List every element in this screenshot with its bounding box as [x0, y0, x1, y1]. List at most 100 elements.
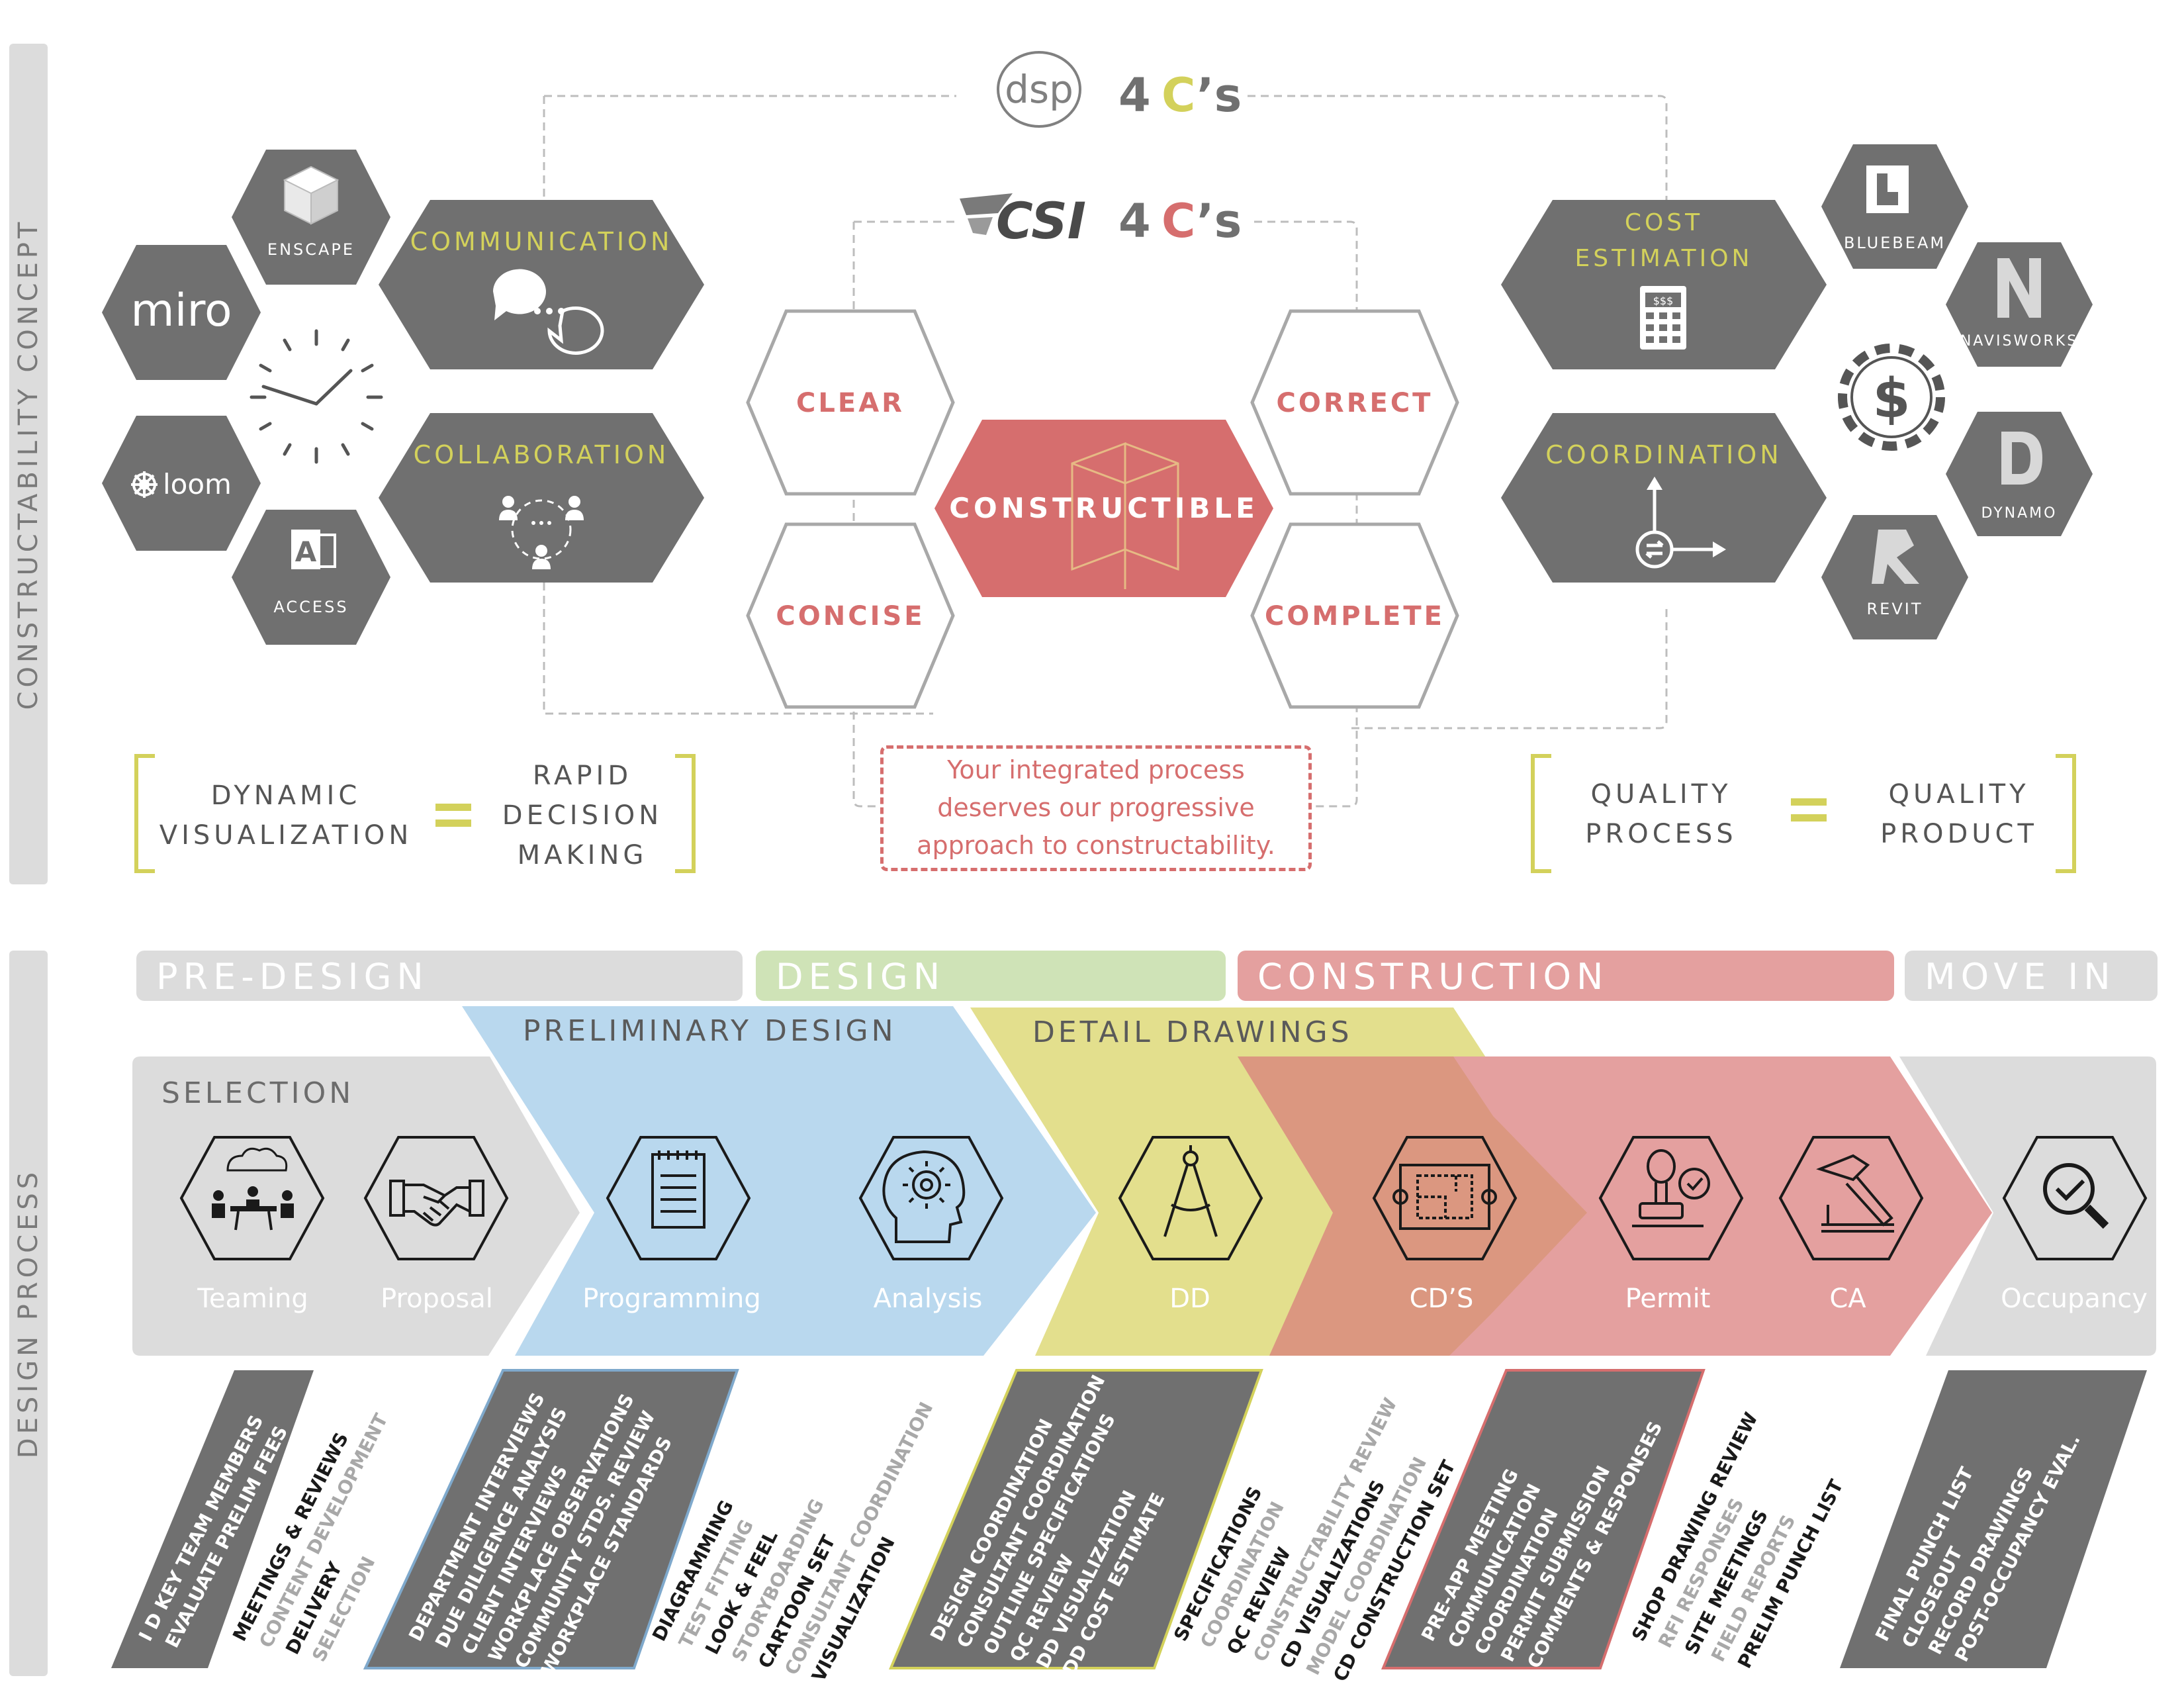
- occupancy-hex: [2002, 1136, 2148, 1260]
- enscape-icon: [283, 165, 340, 225]
- collaboration-hex: COLLABORATION: [379, 413, 704, 583]
- phase-design: DESIGN: [756, 951, 1226, 1001]
- miro-logo: miro: [130, 285, 232, 337]
- concise-hex: CONCISE: [746, 522, 955, 709]
- dynamic-visualization-text: DYNAMIC VISUALIZATION: [154, 776, 418, 855]
- task-box-detail: [888, 1369, 1263, 1669]
- collaboration-label: COLLABORATION: [414, 440, 670, 469]
- constructible-hex: CONSTRUCTIBLE: [934, 420, 1273, 597]
- quality-product-line1: QUALITY: [1888, 779, 2030, 810]
- step-analysis-label: Analysis: [874, 1284, 983, 1314]
- tagline-line3: approach to constructability.: [917, 831, 1275, 860]
- detail-drawings-label: DETAIL DRAWINGS: [1032, 1015, 1353, 1049]
- cds-hex: [1372, 1136, 1518, 1260]
- loom-label: loom: [163, 468, 232, 500]
- loom-icon: [131, 471, 158, 498]
- tagline-line2: deserves our progressive: [937, 793, 1255, 822]
- rapid-decision-making-text: RAPID DECISION MAKING: [483, 756, 682, 875]
- hammer-icon: [1816, 1154, 1894, 1233]
- quality-process-text: QUALITY PROCESS: [1555, 774, 1767, 854]
- cost-label-line2: ESTIMATION: [1575, 245, 1753, 272]
- revit-label: REVIT: [1867, 600, 1923, 618]
- dd-hex: [1118, 1136, 1263, 1260]
- clear-hex: CLEAR: [746, 309, 955, 496]
- right-equals: [1791, 798, 1827, 821]
- dynamo-label: DYNAMO: [1981, 505, 2058, 522]
- enscape-label: ENSCAPE: [267, 240, 355, 259]
- brain-gear-icon: [882, 1150, 966, 1243]
- permit-hex: [1598, 1136, 1744, 1260]
- decision-line: DECISION: [502, 800, 663, 831]
- axis-arrows-icon: [1635, 477, 1726, 569]
- dynamic-line: DYNAMIC: [210, 780, 361, 811]
- step-permit-label: Permit: [1625, 1284, 1711, 1314]
- navisworks-icon: [1997, 258, 2041, 318]
- csi-four: 4: [1118, 194, 1151, 248]
- rapid-line: RAPID: [532, 761, 633, 791]
- stamp-icon: [1632, 1149, 1710, 1227]
- building-icon: [1071, 442, 1179, 589]
- communication-label: COMMUNICATION: [410, 227, 673, 256]
- tagline-line1: Your integrated process: [947, 755, 1245, 784]
- concise-label: CONCISE: [776, 601, 925, 632]
- selection-band-label: SELECTION: [161, 1076, 354, 1110]
- navisworks-label: NAVISWORKS: [1960, 333, 2078, 350]
- phase-move-in-label: MOVE IN: [1925, 956, 2116, 998]
- access-icon: A: [291, 530, 336, 569]
- constructible-label: CONSTRUCTIBLE: [949, 492, 1259, 524]
- phase-construction-label: CONSTRUCTION: [1257, 956, 1609, 998]
- calculator-icon: $$$: [1640, 286, 1686, 350]
- step-dd-label: DD: [1169, 1284, 1210, 1314]
- task-box-permit: [1381, 1369, 1706, 1669]
- csi-logo-text: CSI: [996, 191, 1086, 250]
- svg-text:$: $: [1872, 367, 1910, 430]
- dsp-s: ’s: [1197, 68, 1242, 122]
- handshake-icon: [389, 1180, 484, 1227]
- teaming-hex: [179, 1136, 325, 1260]
- dsp-c: C: [1161, 68, 1195, 122]
- bluebeam-hex: BLUEBEAM: [1821, 144, 1968, 269]
- step-cds-label: CD’S: [1410, 1284, 1474, 1314]
- design-process-label: DESIGN PROCESS: [9, 951, 48, 1676]
- phase-pre-design-label: PRE-DESIGN: [156, 956, 429, 998]
- enscape-hex: ENSCAPE: [232, 150, 390, 285]
- svg-text:$$$: $$$: [1653, 295, 1674, 307]
- clear-label: CLEAR: [796, 388, 905, 418]
- phase-design-label: DESIGN: [776, 956, 946, 998]
- quality-process-line2: PROCESS: [1585, 819, 1737, 849]
- correct-hex: CORRECT: [1250, 309, 1459, 496]
- communication-hex: COMMUNICATION: [379, 200, 704, 369]
- phase-construction: CONSTRUCTION: [1238, 951, 1894, 1001]
- dynamo-hex: DYNAMO: [1946, 412, 2093, 536]
- coordination-label: COORDINATION: [1545, 440, 1782, 469]
- bluebeam-label: BLUEBEAM: [1844, 234, 1946, 252]
- right-equation-brackets: [1531, 754, 2076, 873]
- preliminary-design-label: PRELIMINARY DESIGN: [523, 1014, 897, 1048]
- coordination-hex: COORDINATION: [1501, 413, 1827, 583]
- access-hex: A ACCESS: [232, 510, 390, 645]
- csi-connector-lines: [852, 220, 1358, 808]
- tagline-box: Your integrated process deserves our pro…: [880, 745, 1312, 871]
- proposal-hex: [363, 1136, 509, 1260]
- step-hexes: [179, 1136, 2148, 1260]
- left-equals: [435, 804, 471, 827]
- step-occupancy-label: Occupancy: [2001, 1284, 2148, 1314]
- blueprint-icon: [1392, 1164, 1497, 1230]
- step-programming-label: Programming: [582, 1284, 761, 1314]
- revit-icon: [1872, 530, 1919, 584]
- constructability-concept-label: CONSTRUCTABILITY CONCEPT: [9, 44, 48, 884]
- phase-move-in: MOVE IN: [1905, 951, 2158, 1001]
- making-line: MAKING: [517, 840, 648, 870]
- csi-logo: CSI: [960, 191, 1086, 250]
- complete-label: COMPLETE: [1265, 601, 1445, 632]
- teaming-icon: [212, 1147, 294, 1231]
- clock-icon: [250, 329, 383, 464]
- dsp-logo-text: dsp: [1005, 67, 1073, 112]
- step-teaming-label: Teaming: [197, 1284, 308, 1314]
- dsp-logo: dsp: [997, 51, 1081, 128]
- cost-label-line1: COST: [1625, 209, 1703, 236]
- dsp-four: 4: [1118, 68, 1151, 122]
- left-equation-brackets: [134, 754, 696, 873]
- task-box-preliminary: [363, 1369, 739, 1669]
